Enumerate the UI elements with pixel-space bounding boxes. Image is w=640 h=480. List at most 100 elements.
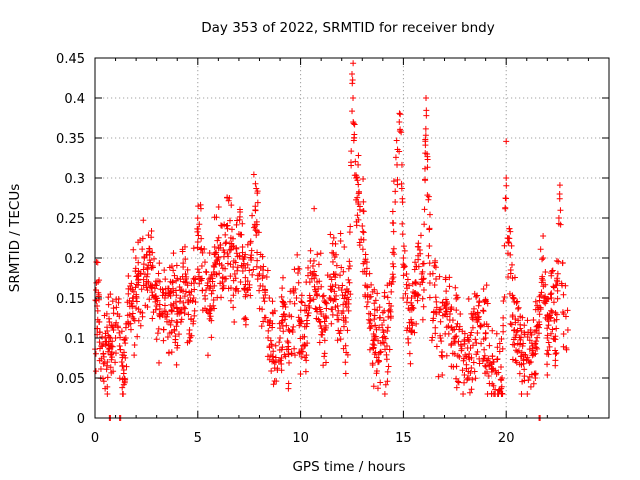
data-point [230, 277, 237, 284]
data-point [160, 289, 167, 296]
data-point [417, 281, 424, 288]
data-point [366, 325, 373, 332]
data-point [345, 265, 352, 272]
data-point [486, 342, 493, 349]
data-point [188, 316, 195, 323]
data-point [192, 299, 199, 306]
data-point [303, 323, 310, 330]
data-point [514, 305, 521, 312]
data-point [390, 245, 397, 252]
data-point [279, 285, 286, 292]
data-point [94, 259, 101, 266]
data-point [213, 258, 220, 265]
data-point [386, 300, 393, 307]
data-point [113, 319, 120, 326]
data-point [482, 363, 489, 370]
data-point [493, 330, 500, 337]
data-point [514, 340, 521, 347]
data-point [234, 267, 241, 274]
data-point [206, 249, 213, 256]
data-point [269, 298, 276, 305]
data-point [182, 279, 189, 286]
data-point [403, 281, 410, 288]
data-point [372, 297, 379, 304]
data-point [467, 332, 474, 339]
data-point [100, 353, 107, 360]
data-point [546, 343, 553, 350]
data-point [549, 326, 556, 333]
data-point [216, 270, 223, 277]
data-point [405, 335, 412, 342]
data-point [394, 181, 401, 188]
data-point [173, 361, 180, 368]
data-point [333, 262, 340, 269]
data-point [279, 322, 286, 329]
data-point [121, 349, 128, 356]
data-point [281, 351, 288, 358]
data-point [420, 303, 427, 310]
data-point [374, 385, 381, 392]
data-point [483, 282, 490, 289]
y-tick-label: 0.4 [64, 92, 85, 107]
data-point [437, 306, 444, 313]
data-point [544, 332, 551, 339]
data-point [225, 253, 232, 260]
data-point [118, 359, 125, 365]
data-point [443, 352, 450, 359]
data-point [254, 249, 261, 256]
data-point [116, 329, 123, 336]
data-point [392, 154, 399, 161]
data-point [564, 307, 571, 314]
data-point [515, 304, 522, 311]
data-point [544, 316, 551, 323]
data-point [278, 293, 285, 300]
data-point [360, 236, 367, 243]
data-point [194, 215, 201, 222]
data-point [137, 322, 144, 329]
data-point [218, 294, 225, 301]
data-point [168, 307, 175, 314]
data-point [442, 296, 449, 303]
data-point [451, 338, 458, 345]
data-point [215, 204, 222, 211]
data-point [209, 275, 216, 282]
data-point [406, 306, 413, 313]
data-point [545, 339, 552, 346]
data-point [454, 294, 461, 301]
data-point [306, 279, 313, 286]
data-point [554, 270, 561, 277]
data-point [388, 288, 395, 295]
data-point [414, 297, 421, 304]
data-point [109, 324, 116, 331]
data-point [221, 249, 228, 256]
data-point [244, 261, 251, 268]
data-point [196, 280, 203, 287]
data-point [464, 345, 471, 352]
data-point [265, 334, 272, 341]
data-point [250, 266, 257, 273]
data-point [343, 298, 350, 305]
data-point [480, 308, 487, 315]
data-point [377, 379, 384, 386]
data-point [545, 351, 552, 358]
data-point [369, 362, 376, 369]
data-point [534, 345, 541, 352]
x-tick-label: 20 [498, 431, 515, 446]
data-point [266, 295, 273, 302]
data-point [320, 362, 327, 369]
data-point [290, 323, 297, 330]
data-point [370, 345, 377, 352]
data-point [300, 342, 307, 349]
data-point [321, 297, 328, 304]
data-point [426, 260, 433, 267]
data-point [97, 365, 104, 372]
data-point [196, 269, 203, 276]
data-point [532, 306, 539, 313]
data-point [194, 239, 201, 245]
data-point [190, 320, 197, 327]
data-point [173, 262, 180, 269]
data-point [236, 216, 243, 223]
data-point [263, 274, 270, 281]
data-point [261, 286, 268, 293]
data-point [348, 148, 355, 155]
